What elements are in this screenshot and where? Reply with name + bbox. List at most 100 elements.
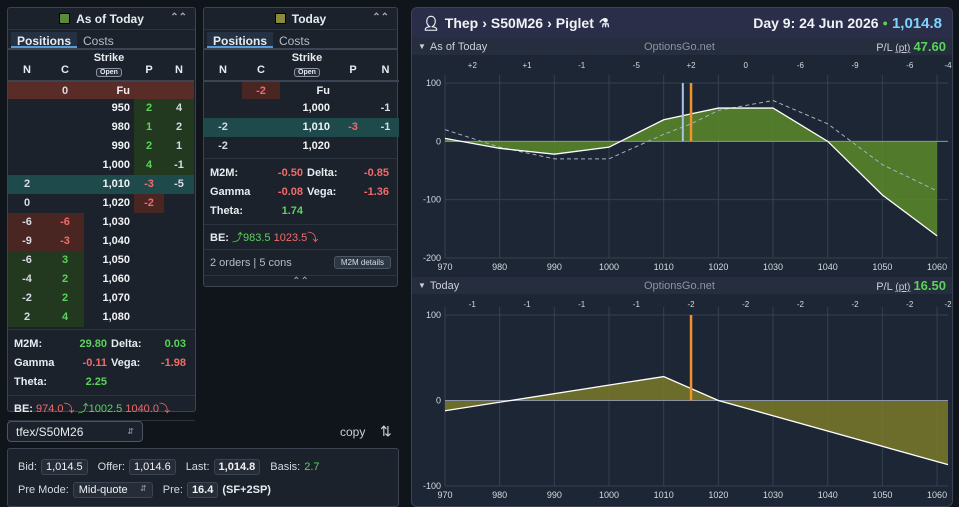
table-cell-n2[interactable] [164,270,194,289]
chart1-title: As of Today [429,40,488,53]
table-cell-c[interactable]: -6 [46,213,84,232]
strategy-name[interactable]: Piglet [555,15,594,31]
table-cell-c[interactable]: 0 [46,80,84,99]
table-cell-c[interactable] [46,137,84,156]
collapse-up-icon[interactable]: ⌃⌃ [204,275,397,287]
table-cell-n2[interactable]: -1 [380,102,391,114]
be-label: BE: [210,232,229,244]
table-cell-n1[interactable] [204,80,242,99]
table-cell-c[interactable] [46,194,84,213]
table-cell-c[interactable]: 2 [46,289,84,308]
sort-icon[interactable]: ⇅ [380,423,392,439]
table-cell-c[interactable] [242,118,280,137]
tab-positions[interactable]: Positions [11,32,78,48]
table-cell-n1[interactable]: -2 [218,140,228,152]
x-tick-label: 970 [437,490,452,500]
table-cell-n1[interactable]: 0 [23,197,31,209]
table-cell-n1[interactable] [8,99,46,118]
tab-costs[interactable]: Costs [279,34,310,48]
table-cell-c[interactable] [242,99,280,118]
table-cell-p[interactable]: 2 [134,99,164,118]
symbol-select[interactable]: tfex/S50M26 ⇵ [7,421,143,442]
table-cell-n1[interactable] [8,156,46,175]
collapse-up-icon[interactable]: ⌃⌃ [372,12,389,23]
table-cell-p[interactable] [334,137,372,156]
table-cell-n1[interactable] [8,118,46,137]
table-cell-p[interactable] [134,308,164,327]
table-cell-n2[interactable]: 1 [164,137,194,156]
table-cell-n1[interactable]: -2 [204,118,242,137]
m2m-details-button[interactable]: M2M details [333,256,391,269]
position-count-label: -2 [797,300,805,309]
table-cell-c[interactable]: -3 [46,232,84,251]
table-cell-n2[interactable] [164,289,194,308]
table-cell-n1[interactable]: -2 [8,289,46,308]
table-cell-c[interactable] [46,99,84,118]
instrument-name[interactable]: S50M26 [490,15,544,31]
pre-extra: (SF+2SP) [222,484,271,496]
table-cell-p[interactable]: 4 [134,156,164,175]
table-cell-p[interactable] [134,289,164,308]
pre-value[interactable]: 16.4 [186,482,219,498]
table-cell-n2[interactable]: -1 [372,118,399,137]
table-cell-n1[interactable]: -6 [8,251,46,270]
table-cell-n2[interactable] [372,80,399,99]
table-cell-n2[interactable] [164,80,194,99]
table-cell-p[interactable] [134,270,164,289]
table-cell-p[interactable] [334,80,372,99]
table-cell-n2[interactable]: -5 [164,175,194,194]
table-cell-c[interactable]: 3 [46,251,84,270]
table-cell-p[interactable] [134,80,164,99]
table-cell-p[interactable]: -2 [134,194,164,213]
table-cell-n2[interactable] [164,213,194,232]
table-cell-p[interactable] [334,99,372,118]
table-cell-c[interactable] [46,118,84,137]
tab-costs[interactable]: Costs [83,34,114,48]
open-badge[interactable]: Open [294,68,320,77]
caret-down-icon[interactable]: ▼ [418,42,426,51]
open-badge[interactable]: Open [96,68,122,77]
user-name[interactable]: Thep [444,15,479,31]
table-cell-n2[interactable] [164,232,194,251]
x-tick-label: 1050 [872,490,892,500]
table-cell-p[interactable]: -3 [134,175,164,194]
table-cell-n2[interactable] [164,251,194,270]
table-cell-n1[interactable]: -6 [8,213,46,232]
collapse-up-icon[interactable]: ⌃⌃ [170,12,187,23]
table-cell-n1[interactable]: -4 [8,270,46,289]
tab-positions[interactable]: Positions [207,32,274,48]
table-cell-p[interactable]: 2 [134,137,164,156]
table-cell-p[interactable] [134,251,164,270]
table-cell-n1[interactable]: 2 [8,308,46,327]
table-cell-n1[interactable]: 2 [8,175,46,194]
table-cell-p[interactable] [134,232,164,251]
table-cell-n1[interactable]: -9 [8,232,46,251]
table-cell-n2[interactable]: 4 [164,99,194,118]
table-cell-c[interactable] [46,156,84,175]
color-swatch[interactable] [274,13,286,24]
copy-link[interactable]: copy [340,425,366,439]
table-cell-n1[interactable] [204,99,242,118]
flask-icon[interactable]: ⚗ [598,16,610,30]
table-cell-n1[interactable] [8,137,46,156]
table-cell-c[interactable] [242,137,280,156]
table-cell-n1[interactable] [8,80,46,99]
table-cell-p[interactable]: -3 [334,118,372,137]
table-cell-n2[interactable]: -1 [164,156,194,175]
table-cell-n2[interactable] [164,308,194,327]
table-cell-c[interactable] [46,175,84,194]
caret-down-icon[interactable]: ▼ [418,281,426,290]
table-cell-p[interactable] [134,213,164,232]
pre-mode-select[interactable]: Mid-quote ⇵ [72,482,153,498]
table-cell-c[interactable]: 2 [46,270,84,289]
table-cell-n2[interactable] [164,194,194,213]
table-cell-c[interactable]: 4 [46,308,84,327]
table-cell-p[interactable]: 1 [134,118,164,137]
table-cell-n2[interactable]: 2 [164,118,194,137]
color-swatch[interactable] [59,13,71,24]
table-cell-n2[interactable] [372,137,399,156]
table-cell-strike: 1,080 [102,311,130,323]
table-cell-c[interactable]: -2 [242,80,280,99]
